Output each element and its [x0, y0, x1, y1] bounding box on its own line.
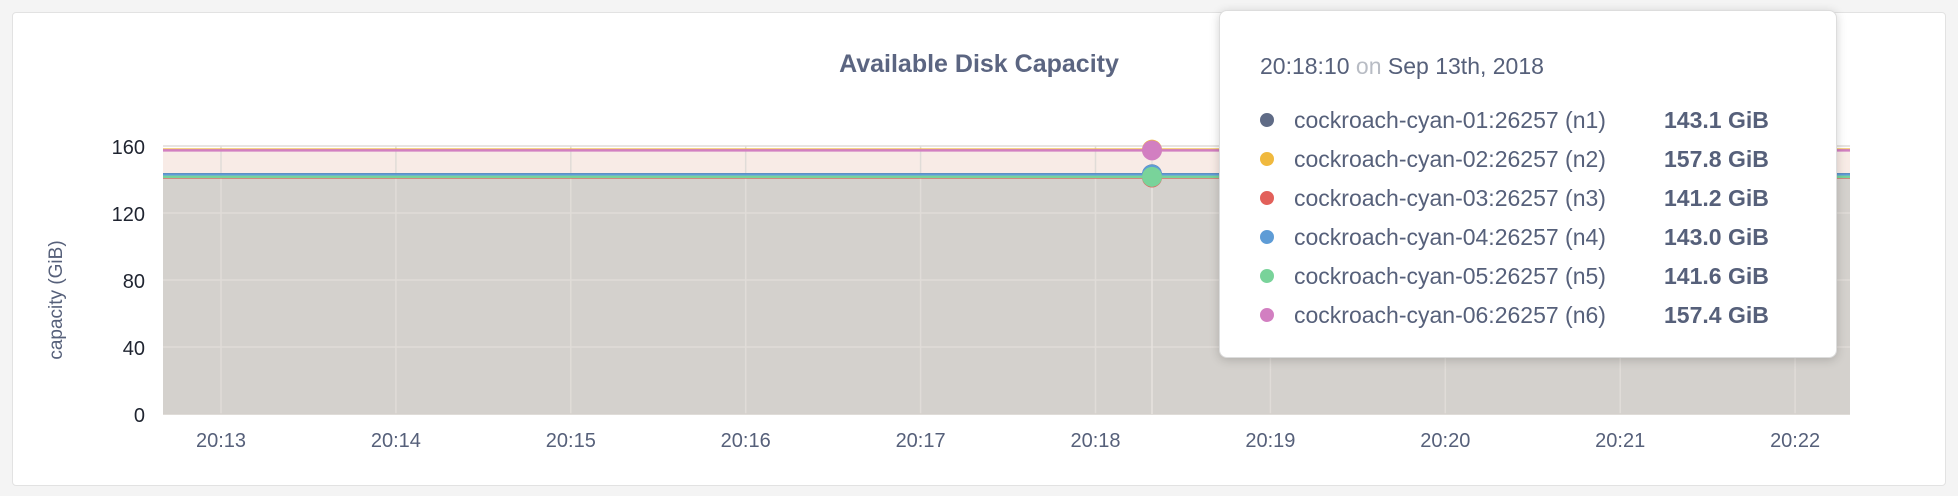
- x-tick-label: 20:18: [1070, 430, 1120, 452]
- tooltip-series-value: 157.8 GiB: [1664, 145, 1769, 172]
- tooltip-series-value: 157.4 GiB: [1664, 301, 1769, 328]
- tooltip-series-name: cockroach-cyan-06:26257 (n6): [1294, 301, 1606, 328]
- x-tick-label: 20:15: [546, 430, 596, 452]
- tooltip-row: cockroach-cyan-02:26257 (n2) 157.8 GiB: [1260, 144, 1769, 174]
- tooltip-series-name: cockroach-cyan-03:26257 (n3): [1294, 184, 1606, 211]
- tooltip-time: 20:18:10: [1260, 53, 1350, 79]
- x-tick-label: 20:19: [1245, 430, 1295, 452]
- y-tick-label: 80: [123, 271, 145, 293]
- x-tick-label: 20:13: [196, 430, 246, 452]
- x-tick-label: 20:14: [371, 430, 421, 452]
- tooltip-header: 20:18:10 on Sep 13th, 2018: [1260, 53, 1544, 80]
- x-tick-label: 20:17: [896, 430, 946, 452]
- hover-point: [1142, 140, 1162, 161]
- tooltip-series-name: cockroach-cyan-05:26257 (n5): [1294, 262, 1606, 289]
- tooltip-series-value: 143.1 GiB: [1664, 106, 1769, 133]
- tooltip-on: on: [1355, 53, 1382, 79]
- series-color-dot: [1260, 308, 1274, 322]
- x-tick-label: 20:21: [1595, 430, 1645, 452]
- series-color-dot: [1260, 191, 1274, 205]
- hover-point: [1142, 166, 1162, 187]
- tooltip-row: cockroach-cyan-01:26257 (n1) 143.1 GiB: [1260, 105, 1769, 135]
- chart-title: Available Disk Capacity: [839, 50, 1119, 78]
- tooltip-series-name: cockroach-cyan-01:26257 (n1): [1294, 106, 1606, 133]
- tooltip-row: cockroach-cyan-03:26257 (n3) 141.2 GiB: [1260, 183, 1769, 213]
- x-tick-label: 20:16: [721, 430, 771, 452]
- tooltip-row: cockroach-cyan-06:26257 (n6) 157.4 GiB: [1260, 300, 1769, 330]
- y-tick-label: 40: [123, 338, 145, 360]
- series-color-dot: [1260, 269, 1274, 283]
- tooltip-series-name: cockroach-cyan-04:26257 (n4): [1294, 223, 1606, 250]
- series-color-dot: [1260, 230, 1274, 244]
- tooltip-row: cockroach-cyan-05:26257 (n5) 141.6 GiB: [1260, 261, 1769, 291]
- tooltip-series-value: 141.6 GiB: [1664, 262, 1769, 289]
- tooltip-series-value: 143.0 GiB: [1664, 223, 1769, 250]
- series-color-dot: [1260, 152, 1274, 166]
- tooltip-series-name: cockroach-cyan-02:26257 (n2): [1294, 145, 1606, 172]
- y-tick-label: 160: [112, 137, 145, 159]
- y-tick-label: 0: [134, 405, 145, 427]
- x-tick-label: 20:20: [1420, 430, 1470, 452]
- x-tick-label: 20:22: [1770, 430, 1820, 452]
- hover-tooltip: 20:18:10 on Sep 13th, 2018 cockroach-cya…: [1219, 10, 1837, 358]
- y-axis-label: capacity (GiB): [46, 240, 67, 359]
- tooltip-date: Sep 13th, 2018: [1387, 53, 1544, 79]
- series-color-dot: [1260, 113, 1274, 127]
- tooltip-series-value: 141.2 GiB: [1664, 184, 1769, 211]
- y-tick-label: 120: [112, 204, 145, 226]
- tooltip-row: cockroach-cyan-04:26257 (n4) 143.0 GiB: [1260, 222, 1769, 252]
